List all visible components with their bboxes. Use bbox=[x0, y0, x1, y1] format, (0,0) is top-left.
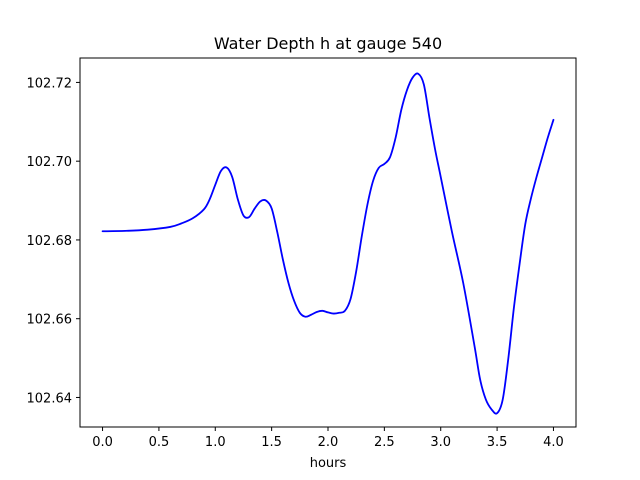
x-tick-label: 0.5 bbox=[149, 435, 170, 450]
plot-area-frame bbox=[79, 57, 577, 428]
x-tick-label: 1.5 bbox=[261, 435, 282, 450]
x-tick-label: 1.0 bbox=[205, 435, 226, 450]
y-tick-label: 102.72 bbox=[27, 76, 73, 91]
x-tick-label: 3.0 bbox=[430, 435, 451, 450]
ticks-layer: 0.0 0.5 1.0 1.5 2.0 2.5 3.0 3.5 4.0 102.64 102.66 1… bbox=[27, 76, 564, 450]
y-tick-label: 102.66 bbox=[27, 313, 73, 328]
water-depth-series-line bbox=[101, 72, 555, 415]
x-tick-label: 3.5 bbox=[487, 435, 508, 450]
x-tick-label: 2.5 bbox=[374, 435, 395, 450]
x-axis-label: hours bbox=[310, 456, 347, 471]
chart-title: Water Depth h at gauge 540 bbox=[214, 34, 442, 53]
x-tick-label: 2.0 bbox=[318, 435, 339, 450]
y-tick-label: 102.64 bbox=[27, 391, 73, 406]
y-tick-label: 102.68 bbox=[27, 234, 73, 249]
y-tick-label: 102.70 bbox=[27, 155, 73, 170]
x-tick-label: 0.0 bbox=[92, 435, 113, 450]
x-tick-label: 4.0 bbox=[543, 435, 564, 450]
